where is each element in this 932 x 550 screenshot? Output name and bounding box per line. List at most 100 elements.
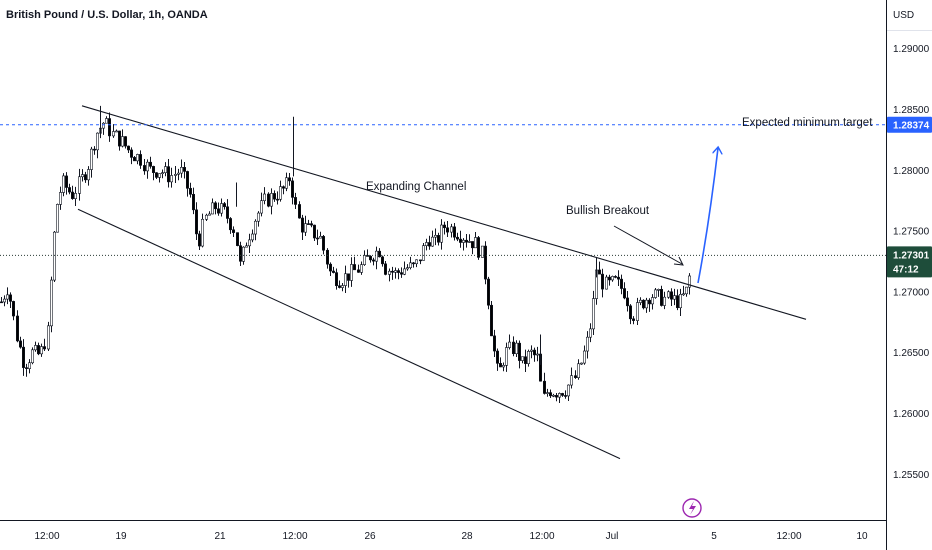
candle-up [362, 255, 366, 265]
candle-up [61, 175, 65, 193]
candle-up [545, 392, 549, 394]
candle-down [281, 186, 285, 189]
candle-up [672, 295, 676, 300]
candle-up [635, 302, 639, 321]
candle-up [610, 276, 614, 281]
candle-up [161, 172, 165, 174]
candle-down [0, 301, 4, 304]
currency-label[interactable]: USD [893, 10, 915, 21]
chart-title: British Pound / U.S. Dollar, 1h, OANDA [6, 9, 208, 21]
candle-down [42, 346, 46, 350]
candle-up [514, 342, 518, 355]
candle-up [220, 203, 224, 214]
candle-up [343, 273, 347, 286]
candle-down [266, 193, 270, 207]
x-tick-label: 21 [214, 531, 226, 542]
candle-up [461, 239, 465, 243]
candle-up [678, 294, 682, 309]
candle-down [297, 204, 301, 219]
candle-down [377, 250, 381, 258]
candle-down [669, 291, 673, 300]
candle-down [290, 180, 294, 198]
candle-down [12, 301, 16, 317]
candle-down [427, 242, 431, 247]
candle-up [2, 298, 7, 303]
candle-down [236, 232, 240, 246]
drawing-overlays: Expanding Channel Bullish Breakout Expecte… [0, 105, 886, 518]
candle-up [121, 136, 125, 147]
candle-down [93, 148, 97, 151]
candle-down [390, 270, 394, 273]
candle-up [349, 264, 353, 281]
candle-up [284, 177, 288, 189]
current-price-badge [887, 246, 932, 278]
lower-channel-line [77, 208, 621, 460]
candle-up [566, 384, 570, 397]
y-tick-label: 1.26000 [893, 409, 930, 420]
candle-up [576, 363, 580, 378]
candle-down [411, 262, 415, 265]
candle-up [604, 276, 608, 290]
candle-up [52, 231, 56, 281]
candle-down [272, 193, 276, 200]
candle-down [464, 239, 468, 243]
candle-down [560, 393, 564, 396]
candle-up [473, 237, 477, 249]
candle-up [430, 236, 434, 247]
candle-down [455, 236, 459, 240]
candle-down [380, 256, 384, 265]
candle-up [480, 245, 484, 258]
lightning-icon[interactable] [682, 498, 702, 518]
candle-down [337, 285, 341, 288]
candle-up [105, 118, 109, 124]
candle-down [309, 223, 313, 226]
candle-down [334, 272, 338, 287]
candle-down [239, 245, 243, 262]
candle-down [300, 217, 304, 233]
candle-up [39, 346, 43, 355]
candle-down [631, 318, 635, 321]
candle-down [371, 259, 375, 262]
bullish-breakout-label: Bullish Breakout [566, 205, 650, 217]
candle-up [687, 275, 691, 288]
candle-up [180, 167, 184, 174]
x-tick-label: 12:00 [282, 531, 307, 542]
candle-up [433, 235, 437, 238]
candle-up [467, 241, 471, 243]
candle-down [331, 270, 335, 273]
candle-up [303, 223, 307, 233]
candle-up [408, 262, 412, 268]
y-tick-label: 1.27500 [893, 227, 930, 238]
candle-up [278, 186, 282, 200]
expanding-channel-label: Expanding Channel [366, 181, 466, 193]
candle-up [33, 345, 37, 351]
candle-down [21, 346, 25, 368]
candle-down [293, 197, 297, 205]
candle-down [130, 149, 134, 158]
candle-up [535, 353, 539, 356]
candle-down [312, 224, 316, 239]
candle-down [346, 273, 350, 281]
candle-down [275, 198, 279, 201]
candle-up [414, 259, 418, 265]
expected-target-label: Expected minimum target [742, 117, 873, 129]
candle-down [659, 289, 663, 306]
candle-up [421, 245, 425, 261]
candle-down [15, 315, 19, 342]
candle-up [136, 154, 140, 162]
candle-down [328, 263, 332, 272]
candle-up [254, 220, 258, 235]
candle-down [183, 167, 187, 172]
breakout-pointer-line [613, 225, 683, 265]
candle-up [30, 349, 34, 364]
candle-down [214, 202, 218, 210]
candle-up [653, 289, 657, 298]
candle-down [418, 259, 422, 262]
candle-down [71, 191, 75, 199]
candle-down [68, 187, 72, 193]
candle-down [622, 288, 626, 299]
candle-down [383, 263, 387, 275]
candle-up [340, 285, 344, 288]
candle-up [259, 200, 263, 214]
